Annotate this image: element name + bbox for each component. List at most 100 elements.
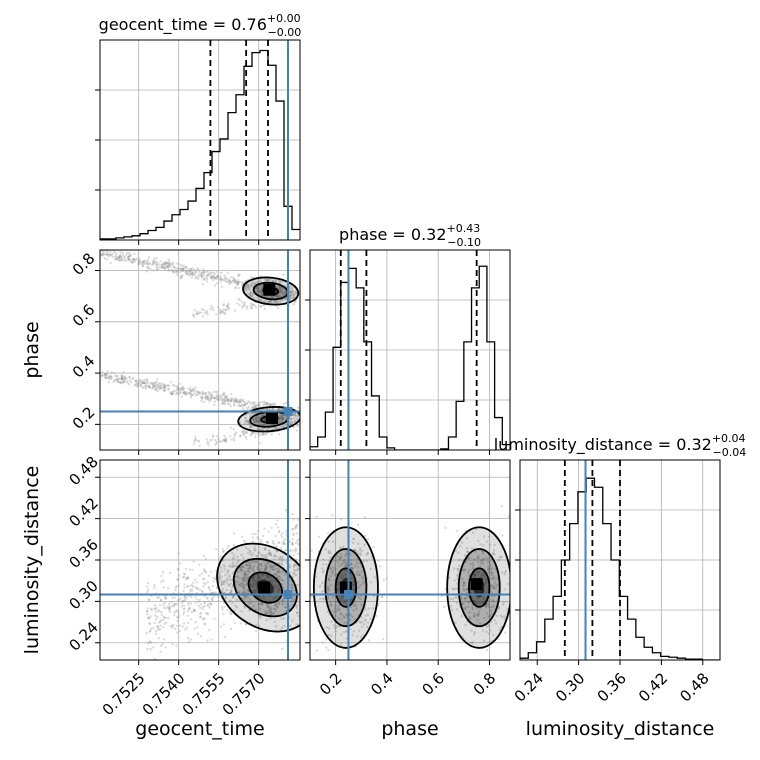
sample-point (170, 625, 173, 628)
sample-point (243, 301, 246, 304)
sample-point (166, 261, 169, 265)
sample-point (206, 612, 209, 615)
sample-point (122, 380, 125, 383)
sample-point (283, 283, 287, 287)
sample-point (260, 286, 264, 289)
sample-point (282, 417, 285, 421)
sample-point (257, 614, 261, 617)
sample-point (153, 387, 156, 391)
sample-point (281, 407, 284, 411)
sample-point (233, 404, 236, 407)
sample-point (155, 266, 159, 270)
sample-point (291, 542, 294, 546)
sample-point (243, 403, 247, 407)
sample-point (233, 621, 236, 624)
sample-point (281, 293, 285, 296)
sample-point (511, 624, 513, 626)
sample-point (292, 518, 295, 521)
sample-point (468, 600, 472, 603)
sample-point (165, 266, 168, 269)
sample-point (166, 262, 170, 266)
sample-point (242, 586, 245, 589)
sample-point (224, 438, 227, 441)
sample-point (133, 258, 137, 262)
sample-point (275, 550, 279, 553)
sample-point (329, 575, 332, 578)
sample-point (350, 605, 353, 609)
sample-point (280, 599, 284, 603)
sample-point (239, 404, 242, 408)
sample-point (267, 605, 271, 608)
sample-point (336, 606, 340, 610)
sample-point (340, 618, 343, 621)
sample-point (254, 404, 257, 408)
sample-point (494, 586, 498, 590)
sample-point (158, 603, 162, 607)
sample-point (205, 270, 208, 273)
sample-point (290, 296, 294, 299)
sample-point (266, 574, 269, 578)
sample-point (122, 381, 125, 384)
sample-point (452, 588, 455, 591)
sample-point (230, 612, 233, 615)
sample-point (153, 607, 156, 610)
sample-point (480, 559, 483, 563)
sample-point (507, 515, 510, 518)
sample-point (178, 270, 182, 274)
sample-point (292, 413, 295, 417)
sample-point (263, 568, 267, 571)
sample-point (279, 295, 283, 298)
sample-point (483, 639, 486, 642)
sample-point (182, 607, 186, 610)
sample-point (220, 570, 224, 573)
sample-point (244, 287, 247, 290)
sample-point (453, 567, 456, 570)
sample-point (241, 591, 244, 594)
sample-point (128, 258, 132, 261)
sample-point (220, 396, 223, 399)
sample-point (220, 285, 224, 289)
sample-point (137, 383, 140, 387)
sample-point (257, 290, 260, 293)
sample-point (259, 572, 263, 576)
sample-point (199, 635, 203, 638)
sample-point (229, 405, 233, 408)
sample-point (246, 573, 249, 576)
x-tick-label: 0.4 (367, 669, 397, 699)
sample-point (343, 554, 347, 558)
sample-point (292, 565, 296, 569)
sample-point (291, 549, 295, 552)
sample-point (226, 271, 229, 275)
sample-point (230, 399, 233, 402)
sample-point (372, 545, 375, 549)
sample-point (477, 560, 480, 564)
sample-point (193, 627, 196, 630)
sample-point (278, 295, 281, 299)
sample-point (476, 607, 479, 610)
sample-point (336, 587, 339, 591)
sample-point (266, 552, 270, 556)
sample-point (155, 383, 158, 387)
sample-point (115, 379, 118, 382)
sample-point (256, 420, 260, 423)
sample-point (253, 435, 257, 439)
sample-point (260, 538, 263, 542)
sample-point (189, 394, 193, 397)
histogram-luminosity-distance: luminosity_distance = 0.32+0.04 −0.04 (494, 432, 746, 665)
sample-point (325, 638, 328, 641)
sample-point (464, 623, 467, 627)
sample-point (238, 299, 242, 302)
sample-point (149, 615, 152, 618)
sample-point (326, 597, 330, 600)
sample-point (367, 607, 370, 610)
sample-point (254, 401, 257, 405)
sample-point (109, 375, 113, 379)
sample-point (262, 414, 265, 417)
sample-point (288, 624, 292, 628)
sample-point (366, 621, 370, 624)
sample-point (267, 530, 270, 533)
sample-point (262, 596, 265, 599)
sample-point (277, 415, 280, 418)
sample-point (146, 588, 150, 591)
sample-point (263, 569, 266, 572)
